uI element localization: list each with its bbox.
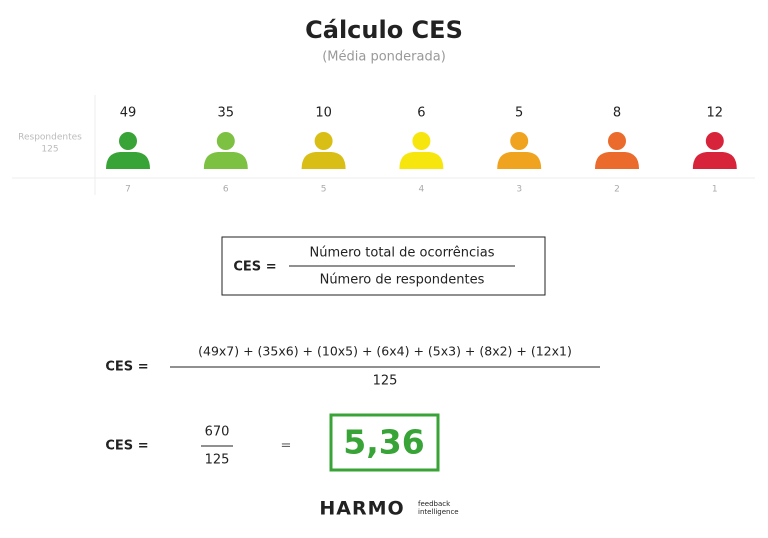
respondents-total: 125 (41, 145, 58, 155)
group-score: 6 (223, 185, 229, 195)
person-icon (692, 132, 737, 169)
title: Cálculo CES (305, 16, 463, 44)
logo-brand: HARMO (319, 498, 404, 520)
definition-denominator: Número de respondentes (320, 273, 485, 288)
equals: = (281, 439, 292, 454)
person-head (510, 132, 529, 150)
person-body (497, 152, 542, 169)
result-denominator: 125 (205, 453, 230, 468)
logo-line2: intelligence (418, 508, 459, 516)
result-value: 5,36 (343, 423, 424, 462)
person-icon (595, 132, 639, 169)
result-label: CES = (105, 439, 148, 454)
expansion-numerator: (49x7) + (35x6) + (10x5) + (6x4) + (5x3)… (198, 344, 572, 359)
group-score: 5 (321, 185, 327, 195)
group-count: 12 (707, 106, 724, 121)
expansion-denominator: 125 (373, 374, 398, 389)
definition-box (221, 236, 546, 296)
person-icon (301, 132, 346, 169)
group-count: 49 (120, 106, 137, 121)
person-body (301, 152, 346, 169)
person-icon (106, 132, 150, 169)
person-body (203, 152, 248, 169)
person-head (314, 132, 333, 150)
person-body (106, 152, 150, 169)
group-count: 8 (613, 106, 621, 121)
subtitle: (Média ponderada) (322, 50, 446, 65)
person-body (595, 152, 639, 169)
person-body (399, 152, 444, 169)
person-head (119, 132, 137, 150)
logo-line1: feedback (418, 500, 451, 508)
group-score: 2 (614, 185, 620, 195)
person-head (705, 132, 724, 150)
person-head (412, 132, 431, 150)
group-count: 35 (218, 106, 235, 121)
definition-label: CES = (233, 260, 276, 275)
groups: 49 7 35 6 10 5 6 4 5 3 8 2 12 1 (106, 106, 737, 195)
group-count: 6 (417, 106, 425, 121)
person-head (216, 132, 235, 150)
person-icon (203, 132, 248, 169)
respondents-label: Respondentes (18, 133, 82, 143)
person-head (608, 132, 626, 150)
group-count: 5 (515, 106, 523, 121)
result-numerator: 670 (205, 425, 230, 440)
person-icon (497, 132, 542, 169)
result-box (329, 413, 440, 472)
group-score: 7 (125, 185, 131, 195)
person-body (692, 152, 737, 169)
group-score: 3 (516, 185, 522, 195)
group-score: 1 (712, 185, 718, 195)
person-icon (399, 132, 444, 169)
expansion-label: CES = (105, 360, 148, 375)
definition-numerator: Número total de ocorrências (310, 246, 495, 261)
group-score: 4 (419, 185, 425, 195)
group-count: 10 (315, 106, 332, 121)
